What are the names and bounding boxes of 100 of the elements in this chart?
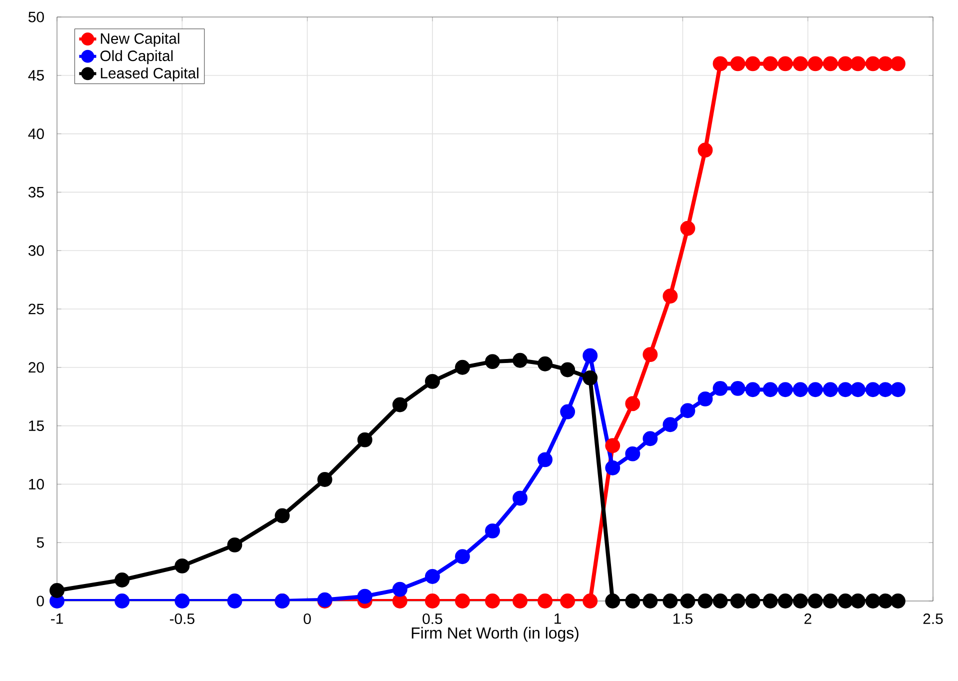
point (454, 594, 470, 608)
point (745, 594, 760, 608)
point (512, 594, 528, 608)
y-tick-label: 10 (29, 478, 44, 490)
point (838, 382, 853, 398)
point (424, 594, 440, 608)
point (274, 508, 290, 524)
point (762, 382, 778, 398)
x-axis-title: Firm Net Worth (in logs) (412, 626, 578, 642)
point (838, 56, 853, 72)
point (878, 56, 893, 72)
point (822, 594, 838, 608)
point (512, 490, 528, 506)
point (538, 594, 553, 608)
point (890, 382, 906, 398)
point (485, 594, 500, 608)
point (512, 352, 528, 368)
point (730, 380, 746, 396)
point (890, 594, 906, 608)
point (745, 56, 760, 72)
point (662, 594, 678, 608)
x-tick-label: 0 (304, 613, 311, 624)
point (745, 382, 760, 398)
point (227, 537, 242, 552)
point (792, 56, 808, 72)
point (890, 56, 906, 72)
point (850, 56, 866, 72)
point (642, 431, 658, 446)
point (642, 347, 658, 362)
point (605, 460, 620, 476)
point (822, 56, 838, 72)
point (485, 523, 500, 538)
point (792, 382, 808, 398)
point (560, 362, 576, 378)
y-tick-label: 0 (36, 596, 44, 606)
point (698, 594, 713, 608)
point (625, 446, 640, 462)
point (227, 594, 242, 608)
y-tick-label: 30 (28, 245, 44, 256)
point (582, 348, 598, 364)
point (712, 56, 728, 72)
point (680, 594, 696, 608)
y-tick-label: 40 (28, 128, 44, 140)
legend-label: Old Capital (100, 50, 173, 64)
point (50, 583, 64, 598)
point (680, 403, 696, 418)
point (778, 382, 793, 398)
point (865, 594, 880, 608)
point (850, 382, 866, 398)
legend-label: Leased Capital (100, 67, 198, 82)
point (392, 594, 408, 608)
point (878, 382, 893, 398)
point (822, 382, 838, 398)
y-tick-label: 20 (28, 362, 44, 373)
x-tick-label: -1 (51, 613, 63, 624)
y-tick-label: 5 (36, 537, 44, 548)
point (730, 594, 746, 608)
point (762, 56, 778, 72)
point (582, 594, 598, 608)
point (642, 594, 658, 608)
point (114, 572, 130, 588)
point (424, 568, 440, 584)
point (625, 594, 640, 608)
point (878, 594, 893, 608)
point (838, 594, 853, 608)
x-tick-label: 2.5 (923, 613, 943, 624)
point (850, 594, 866, 608)
point (605, 438, 620, 454)
point (625, 396, 640, 412)
y-tick-label: 35 (28, 186, 44, 198)
point (538, 452, 553, 468)
legend-label: New Capital (100, 32, 180, 47)
point (808, 56, 823, 72)
point (538, 356, 553, 372)
x-tick-label: 0.5 (422, 613, 442, 624)
point (712, 380, 728, 396)
point (808, 594, 823, 608)
point (174, 558, 190, 574)
point (865, 56, 880, 72)
point (114, 594, 130, 608)
y-tick-label: 50 (28, 12, 44, 22)
point (582, 370, 598, 386)
point (662, 417, 678, 432)
point (730, 56, 746, 72)
point (454, 360, 470, 375)
x-tick-label: 1.5 (673, 613, 692, 624)
y-tick-label: 15 (29, 420, 44, 432)
point (680, 220, 696, 236)
point (357, 588, 372, 604)
point (317, 472, 332, 488)
point (454, 549, 470, 564)
point (357, 432, 372, 448)
x-tick-label: 1 (554, 613, 561, 624)
point (392, 582, 408, 597)
point (424, 374, 440, 389)
point (698, 142, 713, 158)
point (712, 594, 728, 608)
point (808, 382, 823, 398)
y-tick-label: 25 (28, 304, 44, 314)
point (174, 594, 190, 608)
